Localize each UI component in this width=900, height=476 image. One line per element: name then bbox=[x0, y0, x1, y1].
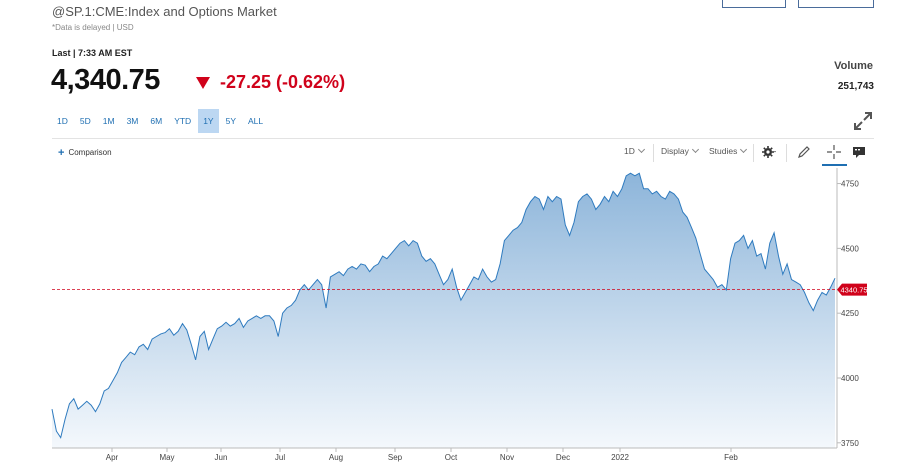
toolbar-divider bbox=[52, 138, 874, 139]
toolbar-separator bbox=[653, 144, 654, 162]
delayed-note: *Data is delayed | USD bbox=[52, 23, 134, 32]
x-tick-label: Sep bbox=[388, 453, 403, 462]
top-button-right[interactable] bbox=[798, 0, 874, 8]
x-tick-label: Aug bbox=[329, 453, 343, 462]
y-tick-label: 4750 bbox=[841, 180, 859, 189]
x-tick-label: 2022 bbox=[611, 453, 629, 462]
x-tick-label: Nov bbox=[500, 453, 514, 462]
range-6m[interactable]: 6M bbox=[150, 116, 163, 126]
toolbar-separator bbox=[786, 144, 787, 162]
comparison-button[interactable]: + Comparison bbox=[58, 146, 112, 159]
y-tick-label: 4250 bbox=[841, 309, 859, 318]
x-tick-label: Dec bbox=[556, 453, 570, 462]
price-area-fill bbox=[52, 173, 835, 448]
interval-dropdown[interactable]: 1D bbox=[624, 145, 645, 156]
range-1y[interactable]: 1Y bbox=[198, 109, 219, 133]
range-5y[interactable]: 5Y bbox=[225, 116, 236, 126]
toolbar-separator bbox=[753, 144, 754, 162]
volume-value: 251,743 bbox=[837, 81, 874, 92]
volume-label: Volume bbox=[834, 60, 873, 72]
last-price-marker-label: 4340.75 bbox=[840, 286, 867, 295]
price-change: -27.25 (-0.62%) bbox=[220, 72, 346, 92]
last-price-marker bbox=[837, 283, 867, 296]
range-ytd[interactable]: YTD bbox=[174, 116, 192, 126]
x-tick-label: Feb bbox=[724, 453, 738, 462]
crosshair-icon[interactable] bbox=[826, 144, 842, 160]
x-tick-label: Jun bbox=[215, 453, 228, 462]
last-update-label: Last | 7:33 AM EST bbox=[52, 48, 133, 58]
y-tick-label: 4000 bbox=[841, 374, 859, 383]
x-tick-label: Jul bbox=[275, 453, 285, 462]
y-tick-label: 3750 bbox=[841, 439, 859, 448]
comparison-label: Comparison bbox=[68, 148, 112, 157]
range-3m[interactable]: 3M bbox=[126, 116, 139, 126]
gear-icon[interactable] bbox=[761, 144, 777, 160]
pencil-icon[interactable] bbox=[796, 144, 812, 160]
interval-label: 1D bbox=[624, 146, 635, 156]
range-5d[interactable]: 5D bbox=[79, 116, 91, 126]
time-range-selector: 1D 5D 1M 3M 6M YTD 1Y 5Y ALL bbox=[52, 109, 270, 133]
last-price: 4,340.75 bbox=[51, 64, 160, 96]
display-label: Display bbox=[661, 146, 689, 156]
display-dropdown[interactable]: Display bbox=[661, 145, 699, 156]
active-tool-indicator bbox=[822, 164, 847, 166]
x-tick-label: May bbox=[159, 453, 174, 462]
studies-label: Studies bbox=[709, 146, 738, 156]
x-tick-label: Oct bbox=[445, 453, 458, 462]
down-arrow-icon bbox=[196, 76, 210, 89]
instrument-title: @SP.1:CME:Index and Options Market bbox=[52, 4, 277, 19]
top-button-left[interactable] bbox=[722, 0, 786, 8]
price-line bbox=[51, 172, 836, 439]
x-tick-label: Apr bbox=[106, 453, 119, 462]
range-1d[interactable]: 1D bbox=[57, 116, 68, 126]
range-all[interactable]: ALL bbox=[248, 116, 264, 126]
range-1m[interactable]: 1M bbox=[102, 116, 115, 126]
plus-icon: + bbox=[58, 146, 65, 159]
expand-icon[interactable] bbox=[852, 110, 874, 132]
y-tick-label: 4500 bbox=[841, 244, 859, 253]
price-change-group: -27.25 (-0.62%) bbox=[196, 72, 345, 93]
studies-dropdown[interactable]: Studies bbox=[709, 145, 748, 156]
chat-icon[interactable] bbox=[851, 144, 867, 160]
